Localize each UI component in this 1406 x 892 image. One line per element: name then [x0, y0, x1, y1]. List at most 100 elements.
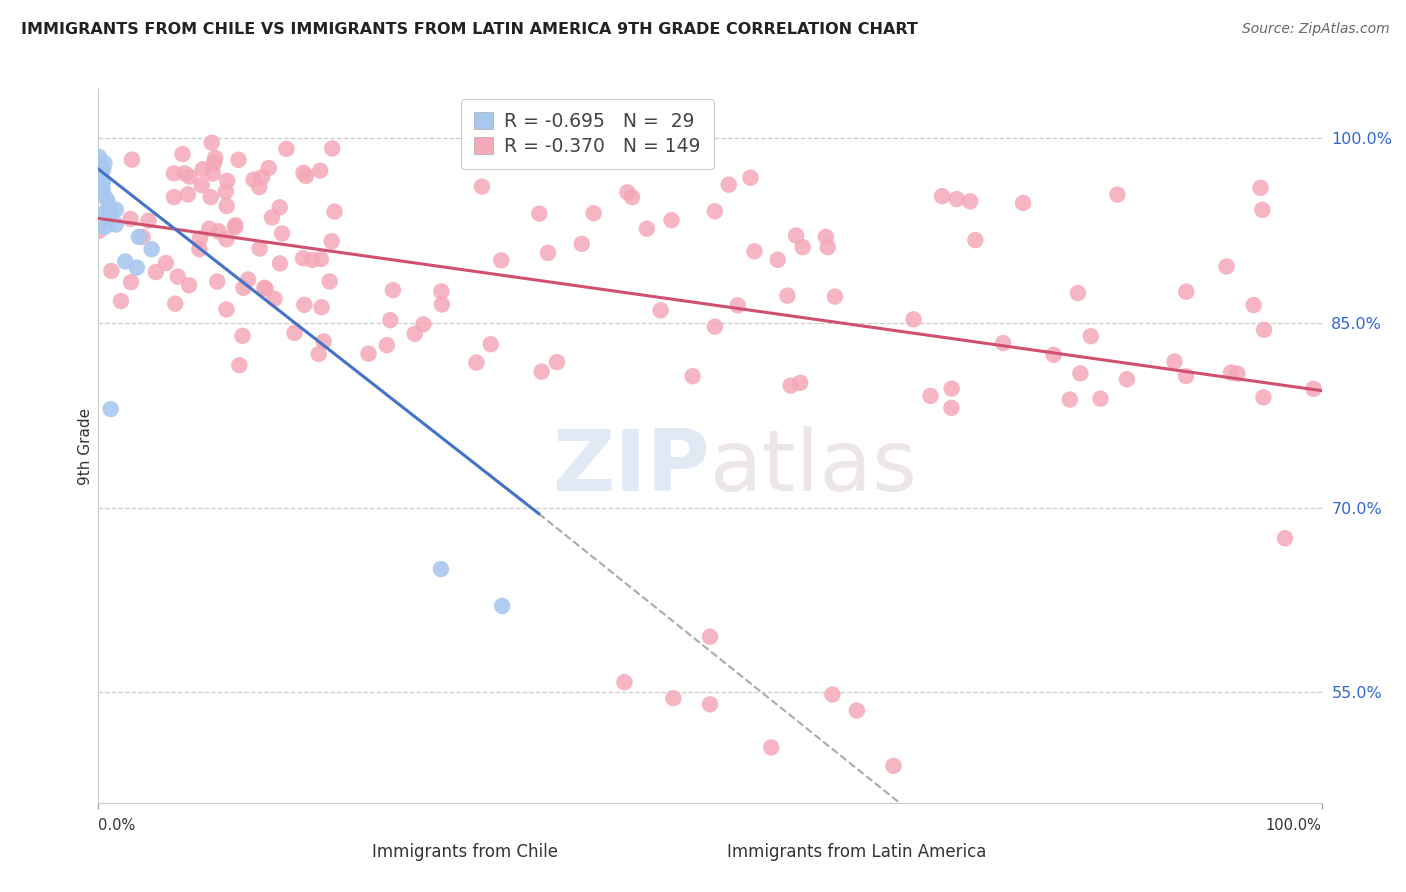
Point — [380, 313, 402, 327]
Point — [215, 232, 238, 246]
Point — [232, 281, 254, 295]
Point — [254, 282, 277, 296]
Point — [1107, 187, 1129, 202]
Point — [814, 229, 837, 244]
Point — [217, 174, 239, 188]
Point — [179, 169, 201, 184]
Point — [201, 136, 224, 150]
Point — [357, 347, 380, 361]
Point — [740, 170, 762, 185]
Point — [138, 213, 160, 227]
Point — [163, 166, 186, 180]
Point — [207, 224, 229, 238]
Text: ZIP: ZIP — [553, 425, 710, 509]
Point — [920, 389, 942, 403]
Point — [744, 244, 766, 259]
Point — [166, 269, 188, 284]
Point — [257, 161, 280, 175]
Point — [1175, 285, 1198, 299]
Point — [404, 326, 426, 341]
Point — [89, 159, 111, 173]
Point — [91, 180, 114, 194]
Point — [965, 233, 987, 247]
Point — [1253, 391, 1275, 405]
Point — [242, 172, 264, 186]
Text: 100.0%: 100.0% — [1265, 818, 1322, 832]
Point — [202, 156, 225, 170]
Point — [110, 294, 132, 309]
Point — [90, 166, 112, 180]
Point — [792, 240, 814, 254]
Point — [91, 186, 114, 201]
Point — [98, 208, 121, 222]
Point — [699, 698, 721, 712]
Point — [94, 219, 117, 234]
Point — [200, 190, 222, 204]
Point — [90, 183, 112, 197]
Text: 0.0%: 0.0% — [98, 818, 135, 832]
Point — [311, 300, 333, 314]
Point — [682, 369, 704, 384]
Point — [636, 221, 658, 235]
Point — [114, 254, 136, 268]
Point — [1220, 366, 1243, 380]
Point — [231, 328, 253, 343]
Point — [249, 242, 271, 256]
Point — [90, 170, 112, 185]
Point — [98, 199, 121, 213]
Point — [190, 178, 212, 193]
Point — [141, 242, 163, 256]
Point — [945, 192, 967, 206]
Point — [250, 170, 273, 185]
Point — [100, 402, 122, 417]
Point — [198, 221, 221, 235]
Point — [582, 206, 605, 220]
Point — [295, 169, 318, 183]
Point — [100, 264, 122, 278]
Point — [312, 334, 335, 349]
Point — [145, 265, 167, 279]
Point — [430, 297, 453, 311]
Point — [228, 358, 250, 372]
Point — [761, 740, 783, 755]
Point — [87, 178, 110, 193]
Point — [1012, 195, 1035, 210]
Point — [941, 382, 963, 396]
Point — [321, 141, 343, 155]
Point — [91, 174, 114, 188]
Text: Immigrants from Latin America: Immigrants from Latin America — [727, 843, 987, 861]
Point — [87, 224, 110, 238]
Point — [621, 190, 644, 204]
Point — [1059, 392, 1081, 407]
Point — [263, 292, 285, 306]
Point — [215, 199, 238, 213]
Point — [776, 288, 799, 302]
Point — [253, 281, 276, 295]
Point — [1069, 367, 1091, 381]
Point — [824, 289, 846, 303]
Point — [91, 162, 114, 177]
Point — [155, 256, 177, 270]
Point — [1253, 323, 1275, 337]
Point — [269, 200, 291, 214]
Point — [292, 252, 315, 266]
Point — [301, 252, 323, 267]
Point — [727, 298, 749, 312]
Point — [318, 275, 340, 289]
Point — [941, 401, 963, 415]
Point — [97, 211, 120, 226]
Point — [1243, 298, 1265, 312]
Point — [785, 228, 807, 243]
Point — [104, 218, 127, 232]
Point — [903, 312, 925, 326]
Point — [789, 376, 811, 390]
Legend: R = -0.695   N =  29, R = -0.370   N = 149: R = -0.695 N = 29, R = -0.370 N = 149 — [461, 99, 714, 169]
Point — [173, 166, 195, 180]
Point — [661, 213, 683, 227]
Point — [931, 189, 953, 203]
Point — [991, 336, 1014, 351]
Point — [650, 303, 672, 318]
Point — [125, 260, 148, 275]
Point — [204, 151, 226, 165]
Point — [465, 355, 488, 369]
